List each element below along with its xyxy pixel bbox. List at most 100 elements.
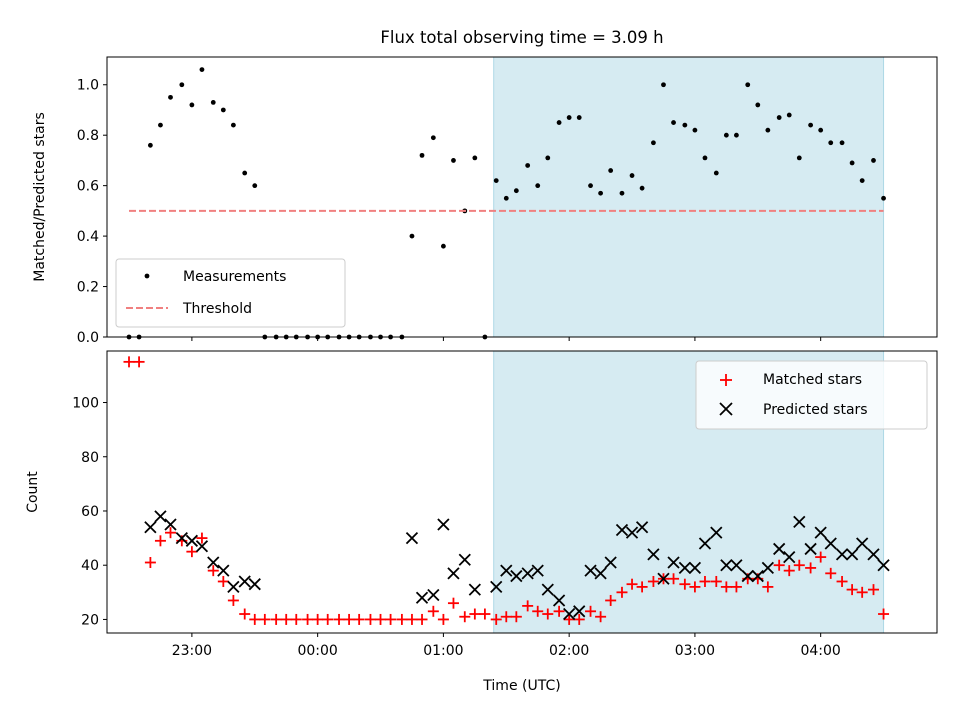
matched-stars-point <box>532 605 544 617</box>
predicted-stars-point <box>185 534 199 547</box>
chart-title: Flux total observing time = 3.09 h <box>380 28 663 47</box>
matched-stars-point <box>427 605 439 617</box>
matched-stars-point <box>207 565 219 577</box>
predicted-stars-point <box>521 567 534 580</box>
matched-stars-point <box>846 584 858 596</box>
measurement-point <box>503 195 509 201</box>
predicted-stars-point <box>877 559 890 572</box>
count-y-axis: 20 40 60 80 100 <box>72 396 107 628</box>
matched-stars-point <box>270 613 282 625</box>
measurement-point <box>745 82 751 88</box>
matched-stars-point <box>720 581 732 593</box>
matched-stars-point <box>679 578 691 590</box>
ratio-x-ticks <box>191 337 822 341</box>
measurement-point <box>828 140 834 146</box>
x-tick-label: 23:00 <box>172 643 212 659</box>
matched-stars-point <box>416 613 428 625</box>
matched-stars-point <box>585 605 597 617</box>
predicted-stars-point <box>824 537 837 550</box>
y-tick-label: 0.8 <box>77 128 99 144</box>
matched-stars-point <box>867 584 879 596</box>
measurement-point <box>849 160 855 166</box>
predicted-stars-point <box>415 591 429 604</box>
measurement-point <box>871 158 876 163</box>
predicted-stars-point <box>510 569 523 583</box>
predicted-stars-point <box>845 548 859 561</box>
ratio-plot-frame <box>106 56 938 338</box>
measurement-point <box>734 132 739 138</box>
legend-predicted-label: Predicted stars <box>763 402 868 418</box>
y-tick-label: 80 <box>81 450 99 466</box>
predicted-stars-point <box>227 580 240 594</box>
predicted-stars-point <box>164 518 177 531</box>
predicted-stars-point <box>814 526 827 539</box>
measurement-point <box>839 140 845 146</box>
predicted-stars-point <box>793 515 806 528</box>
matched-stars-point <box>333 613 345 625</box>
measurement-point <box>419 152 425 158</box>
predicted-stars-point <box>678 561 691 575</box>
y-tick-label: 0.6 <box>77 179 99 195</box>
predicted-stars-point <box>490 580 503 594</box>
matched-stars-point <box>605 594 617 606</box>
measurement-point <box>639 185 645 191</box>
matched-stars-point <box>302 613 314 625</box>
predicted-stars-point <box>835 548 849 561</box>
measurement-point <box>199 67 205 73</box>
predicted-stars-point <box>594 567 607 580</box>
matched-stars-point <box>825 567 837 579</box>
measurement-point <box>556 120 562 125</box>
predicted-stars-point <box>500 564 513 577</box>
measurement-point <box>651 140 656 146</box>
matched-stars-point <box>217 575 229 587</box>
measurement-point <box>765 127 771 133</box>
legend-predicted-marker <box>719 402 733 416</box>
ratio-series <box>126 67 886 340</box>
y-tick-label: 1.0 <box>77 78 99 94</box>
y-tick-label: 100 <box>72 396 99 412</box>
x-tick-label: 04:00 <box>800 643 840 659</box>
predicted-stars-point <box>144 521 157 534</box>
measurement-point <box>409 233 415 239</box>
matched-stars-point <box>699 575 711 587</box>
matched-stars-point <box>437 613 449 625</box>
predicted-stars-point <box>625 526 639 539</box>
matched-stars-point <box>490 613 502 625</box>
matched-stars-point <box>280 613 292 625</box>
predicted-stars-point <box>248 578 261 591</box>
measurement-point <box>252 183 258 189</box>
predicted-stars-point <box>867 548 880 561</box>
measurement-point <box>786 112 792 118</box>
predicted-stars-point <box>405 531 419 545</box>
predicted-stars-point <box>154 510 167 523</box>
predicted-stars-point <box>856 537 869 550</box>
predicted-stars-point <box>647 548 660 561</box>
matched-stars-point <box>133 356 145 368</box>
measurement-point <box>588 183 593 189</box>
ratio-panel: 0.0 0.2 0.4 0.6 0.8 1.0 Matched/Predicted sta… <box>32 56 938 346</box>
measurement-point <box>859 178 865 184</box>
count-legend-box <box>695 360 928 430</box>
measurement-point <box>608 168 614 173</box>
matched-stars-point <box>793 559 805 571</box>
count-legend: Matched stars Predicted stars <box>695 360 928 430</box>
measurement-point <box>755 102 761 108</box>
count-panel: 20 40 60 80 100 23:00 00:00 01:00 02:00 03:00 04:… <box>25 350 938 694</box>
matched-stars-point <box>249 613 261 625</box>
matched-stars-point <box>385 613 397 625</box>
count-y-axis-label: Count <box>25 471 41 513</box>
count-series <box>123 356 890 625</box>
predicted-stars-point <box>698 537 712 550</box>
matched-stars-point <box>836 575 848 587</box>
matched-stars-point <box>227 594 239 606</box>
measurement-point <box>808 122 814 128</box>
predicted-stars-point <box>541 583 554 596</box>
matched-stars-point <box>553 605 565 617</box>
matched-stars-point <box>783 565 795 577</box>
count-x-axis: 23:00 00:00 01:00 02:00 03:00 04:00 <box>172 633 841 659</box>
predicted-stars-point <box>615 523 629 537</box>
matched-stars-point <box>353 613 365 625</box>
matched-stars-point <box>196 532 208 544</box>
matched-stars-point <box>573 613 585 625</box>
